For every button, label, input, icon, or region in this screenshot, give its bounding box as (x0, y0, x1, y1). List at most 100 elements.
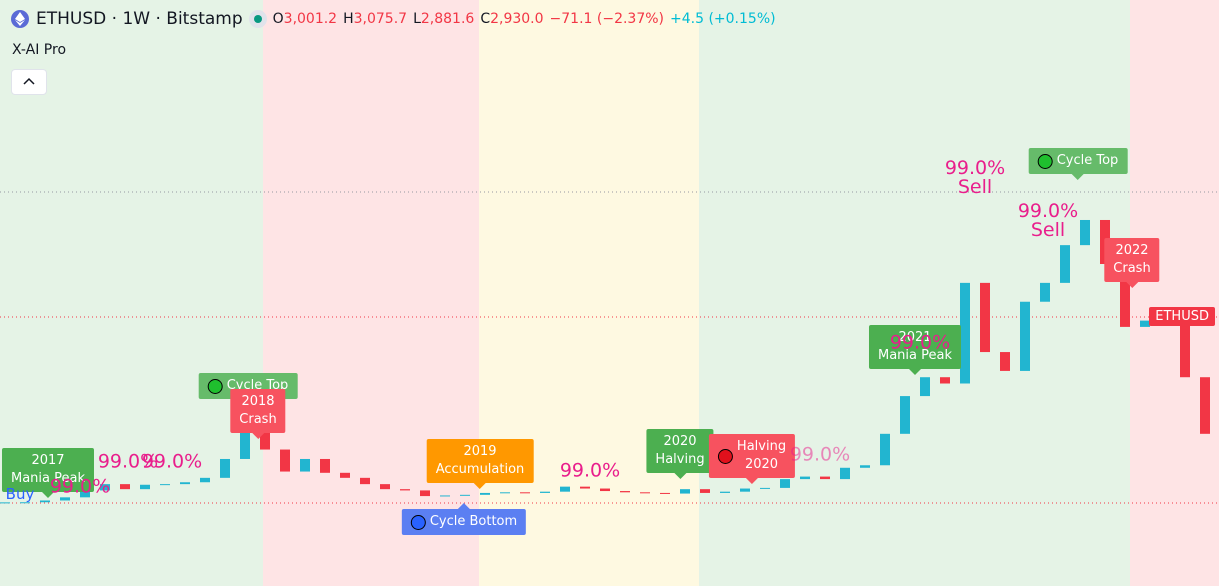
candle (100, 484, 110, 491)
annotation-text: 2022 Crash (1113, 243, 1151, 276)
candle (580, 486, 590, 489)
header: ETHUSD · 1W · Bitstamp O 3,001.2 H 3,075.7… (10, 9, 776, 29)
ohlc-key: H (343, 11, 354, 27)
candle (0, 502, 10, 504)
pointer (674, 473, 686, 479)
pointer (1126, 282, 1138, 288)
symbol[interactable]: ETHUSD · 1W · Bitstamp (36, 9, 243, 29)
candle (940, 377, 950, 384)
indicator-name[interactable]: X-AI Pro (12, 42, 67, 58)
candle (720, 491, 730, 493)
ohlc-value: 3,075.7 (353, 11, 408, 27)
candle (140, 484, 150, 490)
annotation: 2021 Mania Peak (868, 325, 962, 375)
annotation: 2017 Mania Peak (1, 448, 95, 498)
candle (460, 494, 470, 496)
candle (200, 477, 210, 483)
candle (500, 492, 510, 494)
phase-band (479, 0, 699, 586)
candle (600, 488, 610, 492)
candle (220, 458, 230, 478)
candle (1180, 314, 1190, 378)
candle (540, 491, 550, 493)
candle (560, 486, 570, 492)
candle (740, 488, 750, 492)
phase-band (1130, 0, 1219, 586)
annotation-text: 2018 Crash (239, 394, 277, 427)
ohlc-key: C (480, 11, 491, 27)
phase-band (263, 0, 479, 586)
annotation-text: 2019 Accumulation (435, 444, 525, 477)
signal-label: 99.0% (889, 331, 951, 354)
candle (520, 492, 530, 494)
ohlc-value: 3,001.2 (283, 11, 338, 27)
candle (480, 492, 490, 495)
annotation-text: Cycle Bottom (429, 514, 518, 529)
pointer (1071, 174, 1084, 180)
change: −71.1 (−2.37%) (549, 11, 665, 27)
status (248, 10, 267, 28)
pointer (746, 478, 758, 484)
candle (960, 282, 970, 384)
ohlc-key: L (413, 11, 421, 27)
pointer (458, 503, 470, 509)
collapse-button[interactable] (11, 69, 47, 95)
candle (1040, 282, 1050, 302)
symbol-icon (11, 10, 29, 28)
signal-label: 99.0% (49, 475, 111, 498)
icon (1037, 153, 1053, 169)
candle (860, 465, 870, 468)
candle (120, 484, 130, 490)
signal-label: 99.0% (559, 459, 621, 482)
annotation: Cycle Bottom (401, 503, 527, 535)
candle (980, 282, 990, 353)
annotation: 2019 Accumulation (426, 439, 534, 489)
candle (1140, 320, 1150, 327)
ohlc-value: 2,930.0 (490, 11, 544, 27)
candle (440, 495, 450, 497)
candle (380, 484, 390, 490)
annotation: 2018 Crash (230, 389, 286, 439)
candle (1000, 352, 1010, 371)
annotation-text: 2020 Halving (655, 434, 705, 467)
signal-label: 99.0% Sell (944, 157, 1006, 198)
candle (20, 502, 30, 504)
candle (180, 482, 190, 485)
candle (320, 458, 330, 473)
signal-label: 99.0% (141, 450, 203, 473)
candle (780, 479, 790, 488)
price-tag: ETHUSD (1149, 307, 1215, 326)
candle (240, 427, 250, 459)
candle (260, 427, 270, 450)
chevron (23, 77, 35, 85)
icon (410, 514, 426, 530)
candle (840, 467, 850, 480)
icon (717, 448, 733, 464)
candle (1200, 377, 1210, 434)
signal-label: 99.0% (97, 450, 159, 473)
annotation: Cycle Top (1028, 148, 1128, 180)
candle (920, 377, 930, 397)
candle (1060, 245, 1070, 283)
candle (420, 490, 430, 497)
annotation: 2020 Halving (646, 429, 714, 479)
pointer (474, 483, 486, 489)
candle (640, 492, 650, 494)
icon (207, 378, 223, 394)
candle (160, 484, 170, 486)
signal-label: 99.0% (789, 443, 851, 466)
annotation: Halving 2020 (708, 434, 796, 484)
ohlc-value: 2,881.6 (420, 11, 475, 27)
buy-label: Buy (5, 485, 35, 503)
candle (900, 396, 910, 434)
candle (820, 476, 830, 480)
annotation-text: 2017 Mania Peak (10, 453, 86, 486)
candle (400, 489, 410, 491)
pointer (41, 492, 54, 498)
candle (280, 449, 290, 472)
candle (80, 490, 90, 498)
phase-band (699, 0, 1130, 586)
candle (1080, 219, 1090, 246)
candle (1020, 301, 1030, 371)
